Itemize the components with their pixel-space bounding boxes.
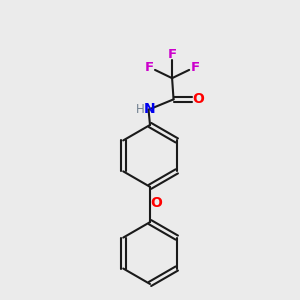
Text: F: F (167, 48, 177, 61)
Text: F: F (144, 61, 153, 74)
Text: H: H (136, 103, 145, 116)
Text: F: F (191, 61, 200, 74)
Text: O: O (151, 196, 162, 210)
Text: N: N (144, 102, 156, 116)
Text: O: O (192, 92, 204, 106)
